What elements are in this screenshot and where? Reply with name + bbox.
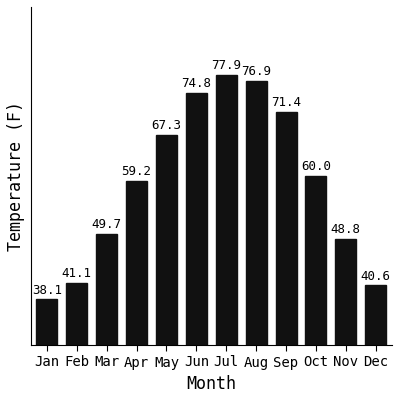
Text: 71.4: 71.4 — [271, 96, 301, 109]
Text: 77.9: 77.9 — [211, 59, 241, 72]
X-axis label: Month: Month — [186, 375, 236, 393]
Bar — [246, 81, 267, 400]
Text: 38.1: 38.1 — [32, 284, 62, 297]
Text: 48.8: 48.8 — [331, 223, 361, 236]
Text: 49.7: 49.7 — [92, 218, 122, 231]
Text: 67.3: 67.3 — [152, 119, 182, 132]
Bar — [186, 93, 207, 400]
Text: 40.6: 40.6 — [361, 270, 391, 282]
Y-axis label: Temperature (F): Temperature (F) — [7, 101, 25, 251]
Bar — [36, 300, 57, 400]
Bar — [276, 112, 296, 400]
Text: 76.9: 76.9 — [241, 65, 271, 78]
Bar — [365, 285, 386, 400]
Bar — [216, 75, 237, 400]
Bar — [66, 282, 87, 400]
Text: 60.0: 60.0 — [301, 160, 331, 173]
Text: 41.1: 41.1 — [62, 267, 92, 280]
Bar — [96, 234, 117, 400]
Text: 74.8: 74.8 — [181, 77, 211, 90]
Text: 59.2: 59.2 — [122, 165, 152, 178]
Bar — [156, 135, 177, 400]
Bar — [335, 239, 356, 400]
Bar — [306, 176, 326, 400]
Bar — [126, 180, 147, 400]
